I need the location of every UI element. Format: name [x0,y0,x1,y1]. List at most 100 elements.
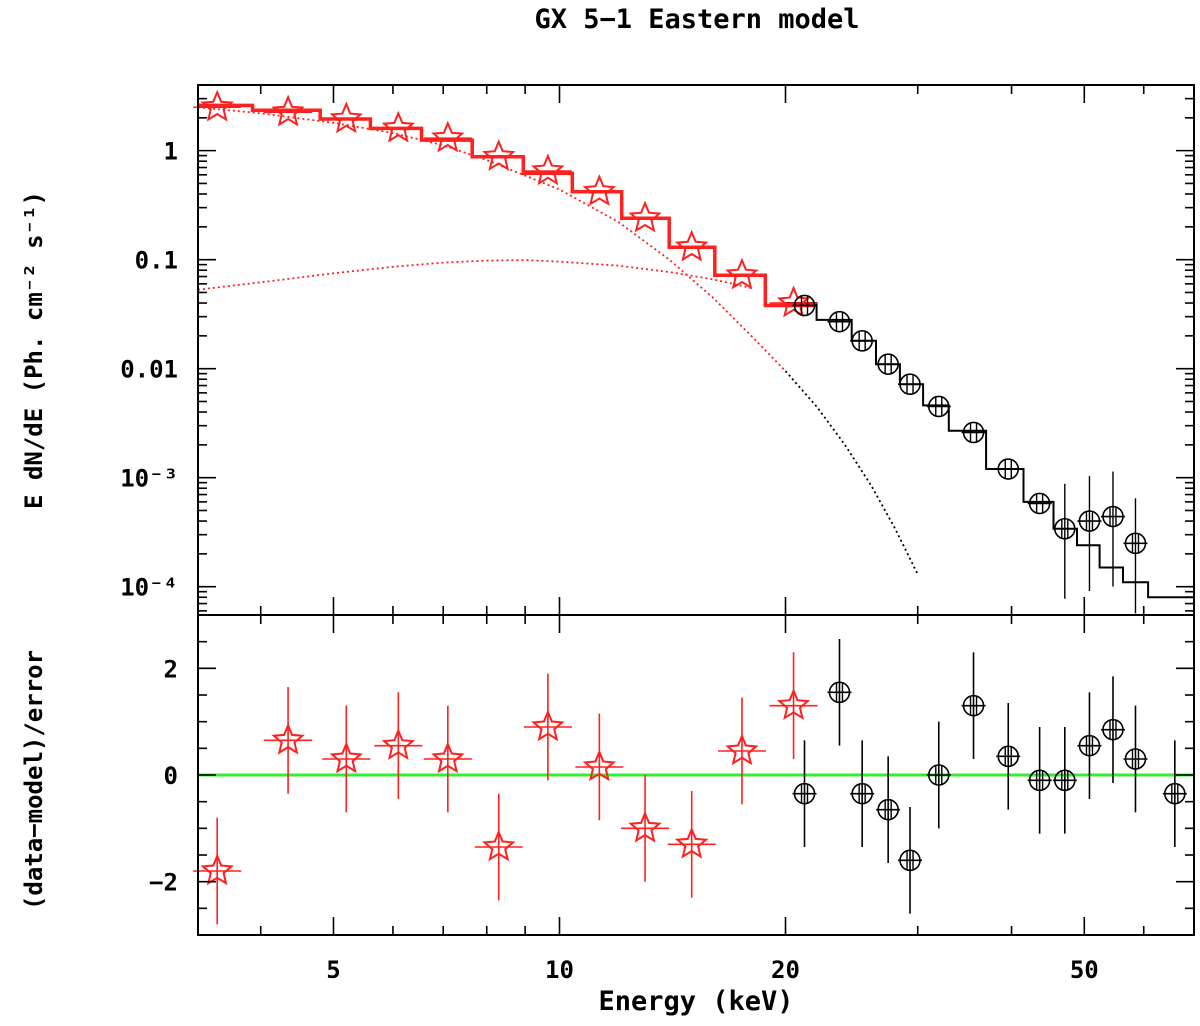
spectrum-point [423,120,472,153]
residual-point [1162,740,1187,847]
spectrum-marker [200,89,234,122]
residual-marker [851,782,873,805]
bottom-y-axis-label: (data−model)/error [20,650,48,910]
residual-marker [381,728,416,760]
spectrum-point [850,330,875,352]
model-component-2 [784,370,919,575]
spectrum-point [926,395,951,418]
residual-marker [1054,769,1076,792]
spectrum-marker [1124,532,1147,555]
chart-title: GX 5−1 Eastern model [534,4,859,35]
spectrum-marker [271,94,305,127]
spectrum-point [961,421,986,444]
spectrum-marker [899,373,921,396]
model-step-0 [198,103,817,308]
residual-point [792,740,817,847]
model-step-lines [198,103,1194,599]
spectrum-marker [674,229,709,262]
spectrum-marker [582,174,617,206]
x-axis: 5 10 20 50 [259,85,1195,984]
model-component-0 [197,259,752,291]
residual-point [322,705,371,813]
residual-marker [927,764,950,786]
spectrum-point [523,153,572,186]
spectrum-marker [1028,492,1051,515]
residual-point [898,807,923,914]
residual-marker [482,829,516,862]
spectrum-marker [962,421,985,444]
spectrum-point [1052,483,1077,599]
spectrum-point [898,373,923,396]
residual-point [1052,727,1077,834]
residual-point [996,703,1021,810]
residual-marker [431,741,465,774]
residual-point [575,713,624,821]
y-tick-label: 0.1 [135,247,178,275]
residual-point [667,791,716,898]
top-y-axis: 1 0.1 0.01 10⁻³ 10⁻⁴ [120,84,1194,612]
spectrum-marker [776,285,811,318]
spectrum-point [792,294,817,317]
residual-point [474,793,523,901]
spectrum-point [717,257,766,290]
spectrum-marker [329,101,363,134]
model-component-1 [197,106,787,372]
residual-point [374,692,423,799]
residual-point [423,705,472,813]
residual-point [926,721,951,829]
bottom-y-axis: 2 0 −2 [149,614,1194,936]
spectrum-marker [828,310,851,333]
spectrum-marker [381,110,416,143]
residual-marker [793,782,816,805]
x-axis-label: Energy (keV) [598,986,793,1017]
data-points [193,89,1148,614]
spectrum-marker [482,139,516,171]
model-components [197,106,919,575]
residual-marker [1102,718,1124,741]
residual-marker [899,849,921,872]
residual-marker [628,810,662,843]
residual-marker [1164,782,1186,805]
top-panel-frame [197,84,1195,616]
spectrum-marker [431,120,465,153]
residual-marker [997,745,1020,768]
spectrum-point [667,229,716,262]
residual-marker [674,826,709,859]
residual-point [621,775,670,882]
residual-marker [200,853,234,886]
x-tick-label: 5 [326,956,340,984]
spectrum-marker [531,153,565,186]
spectrum-point [827,310,852,333]
residual-point [961,652,986,759]
x-tick-label: 50 [1070,956,1099,984]
spectrum-point [769,285,818,318]
residual-marker [531,709,565,742]
residual-marker [776,688,811,720]
spectrum-marker [877,353,899,375]
residual-point [850,740,875,847]
spectrum-point [193,89,242,122]
residual-point [1027,727,1052,834]
spectrum-marker [793,294,816,317]
residual-point [717,697,766,805]
y-tick-label: 2 [164,655,178,683]
residual-marker [582,749,617,782]
residual-marker [1078,734,1101,757]
spectrum-marker [997,458,1020,480]
residual-point [193,817,242,925]
spectrum-point [474,139,523,171]
y-tick-label: 0 [164,762,178,790]
y-tick-label: 10⁻³ [120,465,178,493]
spectrum-panel: 1 0.1 0.01 10⁻³ 10⁻⁴ [120,84,1195,616]
spectrum-marker [1054,517,1076,540]
x-tick-label: 10 [545,956,574,984]
y-tick-label: 10⁻⁴ [120,574,178,602]
residual-point [1077,692,1102,799]
spectrum-marker [927,395,950,418]
residual-points [193,639,1187,925]
spectrum-point [1100,471,1125,587]
spectrum-point [621,200,670,233]
spectrum-point [1027,492,1052,515]
residual-point [769,652,818,759]
residual-marker [271,722,305,755]
